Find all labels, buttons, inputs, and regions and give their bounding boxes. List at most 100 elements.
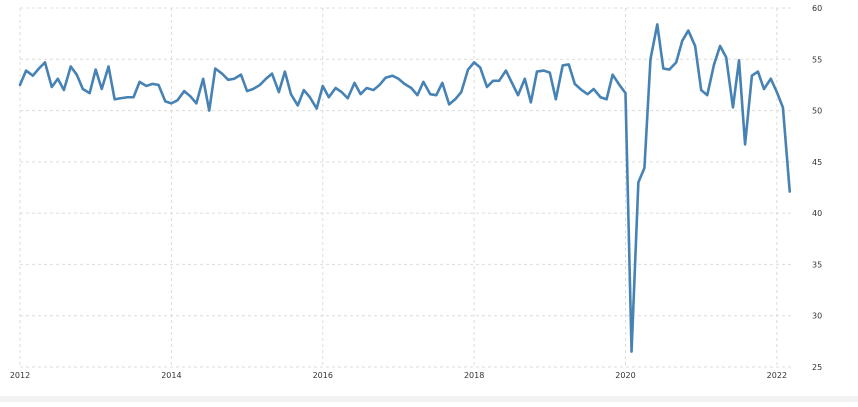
data-point	[511, 82, 513, 84]
data-point	[365, 87, 367, 89]
x-tick-label: 2012	[10, 371, 30, 380]
data-point	[297, 104, 299, 106]
data-point	[751, 75, 753, 77]
y-tick-label: 30	[812, 312, 822, 321]
data-point	[51, 86, 53, 88]
data-point	[57, 78, 59, 80]
data-point	[611, 73, 613, 75]
data-point	[687, 29, 689, 31]
data-point	[605, 98, 607, 100]
data-point	[240, 73, 242, 75]
data-point	[259, 84, 261, 86]
y-tick-label: 40	[812, 209, 822, 218]
x-tick-label: 2014	[161, 371, 181, 380]
data-point	[435, 94, 437, 96]
x-tick-label: 2020	[615, 371, 635, 380]
data-point	[422, 81, 424, 83]
data-point	[208, 109, 210, 111]
data-point	[315, 107, 317, 109]
data-point	[214, 67, 216, 69]
data-point	[505, 69, 507, 71]
data-point	[486, 86, 488, 88]
data-point	[170, 102, 172, 104]
data-point	[176, 99, 178, 101]
data-point	[744, 143, 746, 145]
data-point	[624, 92, 626, 94]
y-tick-label: 55	[812, 55, 822, 64]
data-point	[593, 88, 595, 90]
data-point	[549, 71, 551, 73]
data-point	[681, 40, 683, 42]
data-point	[132, 96, 134, 98]
data-point	[530, 101, 532, 103]
data-point	[353, 82, 355, 84]
data-point	[618, 84, 620, 86]
data-point	[221, 72, 223, 74]
data-point	[391, 75, 393, 77]
data-point	[561, 64, 563, 66]
data-point	[725, 56, 727, 58]
data-point	[189, 95, 191, 97]
data-point	[441, 82, 443, 84]
data-point	[637, 181, 639, 183]
data-point	[265, 78, 267, 80]
data-point	[113, 98, 115, 100]
data-point	[88, 92, 90, 94]
data-point	[202, 78, 204, 80]
data-point	[195, 102, 197, 104]
data-point	[675, 61, 677, 63]
data-point	[94, 68, 96, 70]
x-tick-label: 2018	[464, 371, 484, 380]
data-point	[543, 69, 545, 71]
data-point	[524, 78, 526, 80]
data-point	[757, 70, 759, 72]
data-point	[416, 94, 418, 96]
data-point	[340, 91, 342, 93]
data-point	[719, 45, 721, 47]
data-point	[157, 84, 159, 86]
data-point	[649, 58, 651, 60]
data-point	[359, 93, 361, 95]
data-point	[473, 61, 475, 63]
data-point	[145, 85, 147, 87]
data-point	[38, 67, 40, 69]
data-point	[403, 83, 405, 85]
x-tick-label: 2016	[313, 371, 333, 380]
data-point	[334, 87, 336, 89]
data-point	[246, 90, 248, 92]
data-point	[732, 106, 734, 108]
data-point	[574, 83, 576, 85]
data-point	[227, 79, 229, 81]
data-point	[448, 103, 450, 105]
x-axis-ticks: 2012 2014 2016 2018 2020 2022	[10, 371, 787, 380]
data-point	[126, 96, 128, 98]
y-tick-label: 35	[812, 260, 822, 269]
data-point	[183, 90, 185, 92]
y-tick-label: 25	[812, 363, 822, 372]
y-axis-ticks: 25 30 35 40 45 50 55 60	[812, 4, 822, 372]
data-point	[429, 93, 431, 95]
series-layer	[18, 23, 792, 353]
data-point	[70, 65, 72, 67]
data-point	[599, 96, 601, 98]
bottom-band	[0, 396, 858, 402]
data-point	[384, 77, 386, 79]
data-point	[662, 67, 664, 69]
data-point	[536, 70, 538, 72]
data-point	[789, 190, 791, 192]
grid-lines	[19, 7, 792, 368]
data-point	[706, 94, 708, 96]
data-point	[568, 63, 570, 65]
data-point	[164, 100, 166, 102]
data-point	[347, 97, 349, 99]
data-point	[107, 65, 109, 67]
y-tick-label: 45	[812, 158, 822, 167]
data-point	[151, 83, 153, 85]
data-point	[694, 45, 696, 47]
data-point	[397, 78, 399, 80]
data-point	[492, 80, 494, 82]
data-point	[25, 69, 27, 71]
data-point	[252, 88, 254, 90]
